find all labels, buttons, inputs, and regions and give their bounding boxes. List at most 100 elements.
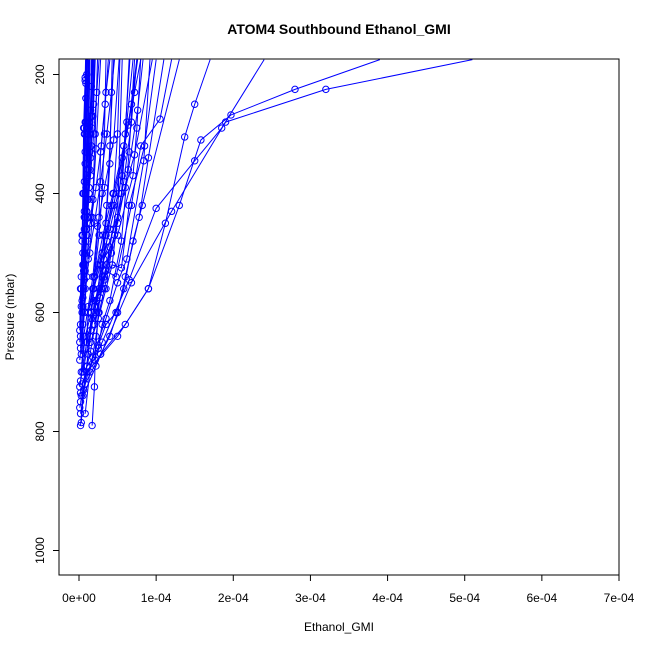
profile-series [90,59,142,281]
data-point [197,136,205,144]
profile-series [87,59,122,323]
data-point [88,421,96,430]
data-point [82,94,90,103]
data-point [107,201,116,210]
profile-series [81,59,96,198]
series-line [96,59,144,301]
series-layer [76,59,473,430]
profile-series [89,59,139,293]
data-point [113,219,122,227]
data-point [83,207,91,216]
data-point [79,231,87,239]
data-point [135,213,143,222]
data-point [108,261,116,269]
data-point [152,204,160,213]
data-point [109,189,117,198]
data-point [76,320,85,329]
series-line [90,59,109,224]
data-point [79,293,87,302]
series-line [84,59,134,414]
y-axis: 200 400 600 800 1000 [33,64,60,564]
data-point [76,377,85,385]
data-point [79,285,88,293]
data-point [107,88,116,97]
data-point [98,320,106,329]
data-point [89,130,98,138]
series-line [97,59,180,346]
data-point [97,142,106,150]
data-point [92,308,100,317]
series-line [87,59,107,313]
data-point [127,201,136,210]
data-point [123,118,131,126]
data-point [103,237,111,245]
data-point [90,320,99,329]
x-tick-label: 3e-04 [295,591,326,605]
chart-title: ATOM4 Southbound Ethanol_GMI [227,21,450,37]
series-line [79,59,381,408]
data-point [93,296,101,305]
data-point [80,124,89,132]
data-point [90,219,99,227]
data-point [82,344,90,352]
data-point [106,142,114,150]
data-point [100,276,109,284]
data-point [103,130,111,138]
data-point [101,100,109,108]
series-line [86,59,96,236]
y-axis-label: Pressure (mbar) [3,274,17,361]
plot-frame [58,58,620,576]
data-point [84,308,92,317]
data-point [120,285,128,293]
series-line [92,59,139,289]
data-point [92,183,100,192]
profile-series [76,59,381,412]
data-point [86,118,94,126]
data-point [79,267,88,275]
data-point [93,88,101,97]
data-point [125,148,133,156]
data-point [83,154,92,162]
data-point [218,124,226,132]
data-point [96,177,105,186]
data-point [102,320,110,329]
data-point [79,368,87,376]
data-point [113,279,122,287]
y-tick-label: 1000 [33,537,47,564]
data-point [129,171,137,180]
series-line [87,59,115,260]
data-point [96,350,105,358]
data-point [89,285,97,293]
series-line [83,59,88,129]
data-point [82,243,90,251]
data-point [133,124,141,132]
y-tick-label: 800 [33,421,47,441]
series-line [80,59,99,355]
profile-series [80,59,91,132]
data-point [90,273,99,281]
data-point [90,383,99,391]
y-tick-label: 400 [33,183,47,203]
data-point [112,308,120,317]
y-tick-label: 200 [33,64,47,84]
data-point [110,231,119,239]
data-point [125,201,133,210]
data-point [76,421,85,430]
data-point [117,237,126,245]
series-line [80,59,473,402]
data-point [180,133,189,141]
data-point [120,142,128,150]
data-point [77,418,86,427]
data-point [94,341,102,349]
data-point [86,171,95,180]
data-point [121,320,129,329]
data-point [161,219,170,227]
data-point [144,285,153,293]
data-point [167,207,176,216]
data-point [95,231,103,239]
data-point [221,118,230,126]
profile-series [83,59,101,216]
data-point [100,130,109,138]
data-point [175,201,183,210]
